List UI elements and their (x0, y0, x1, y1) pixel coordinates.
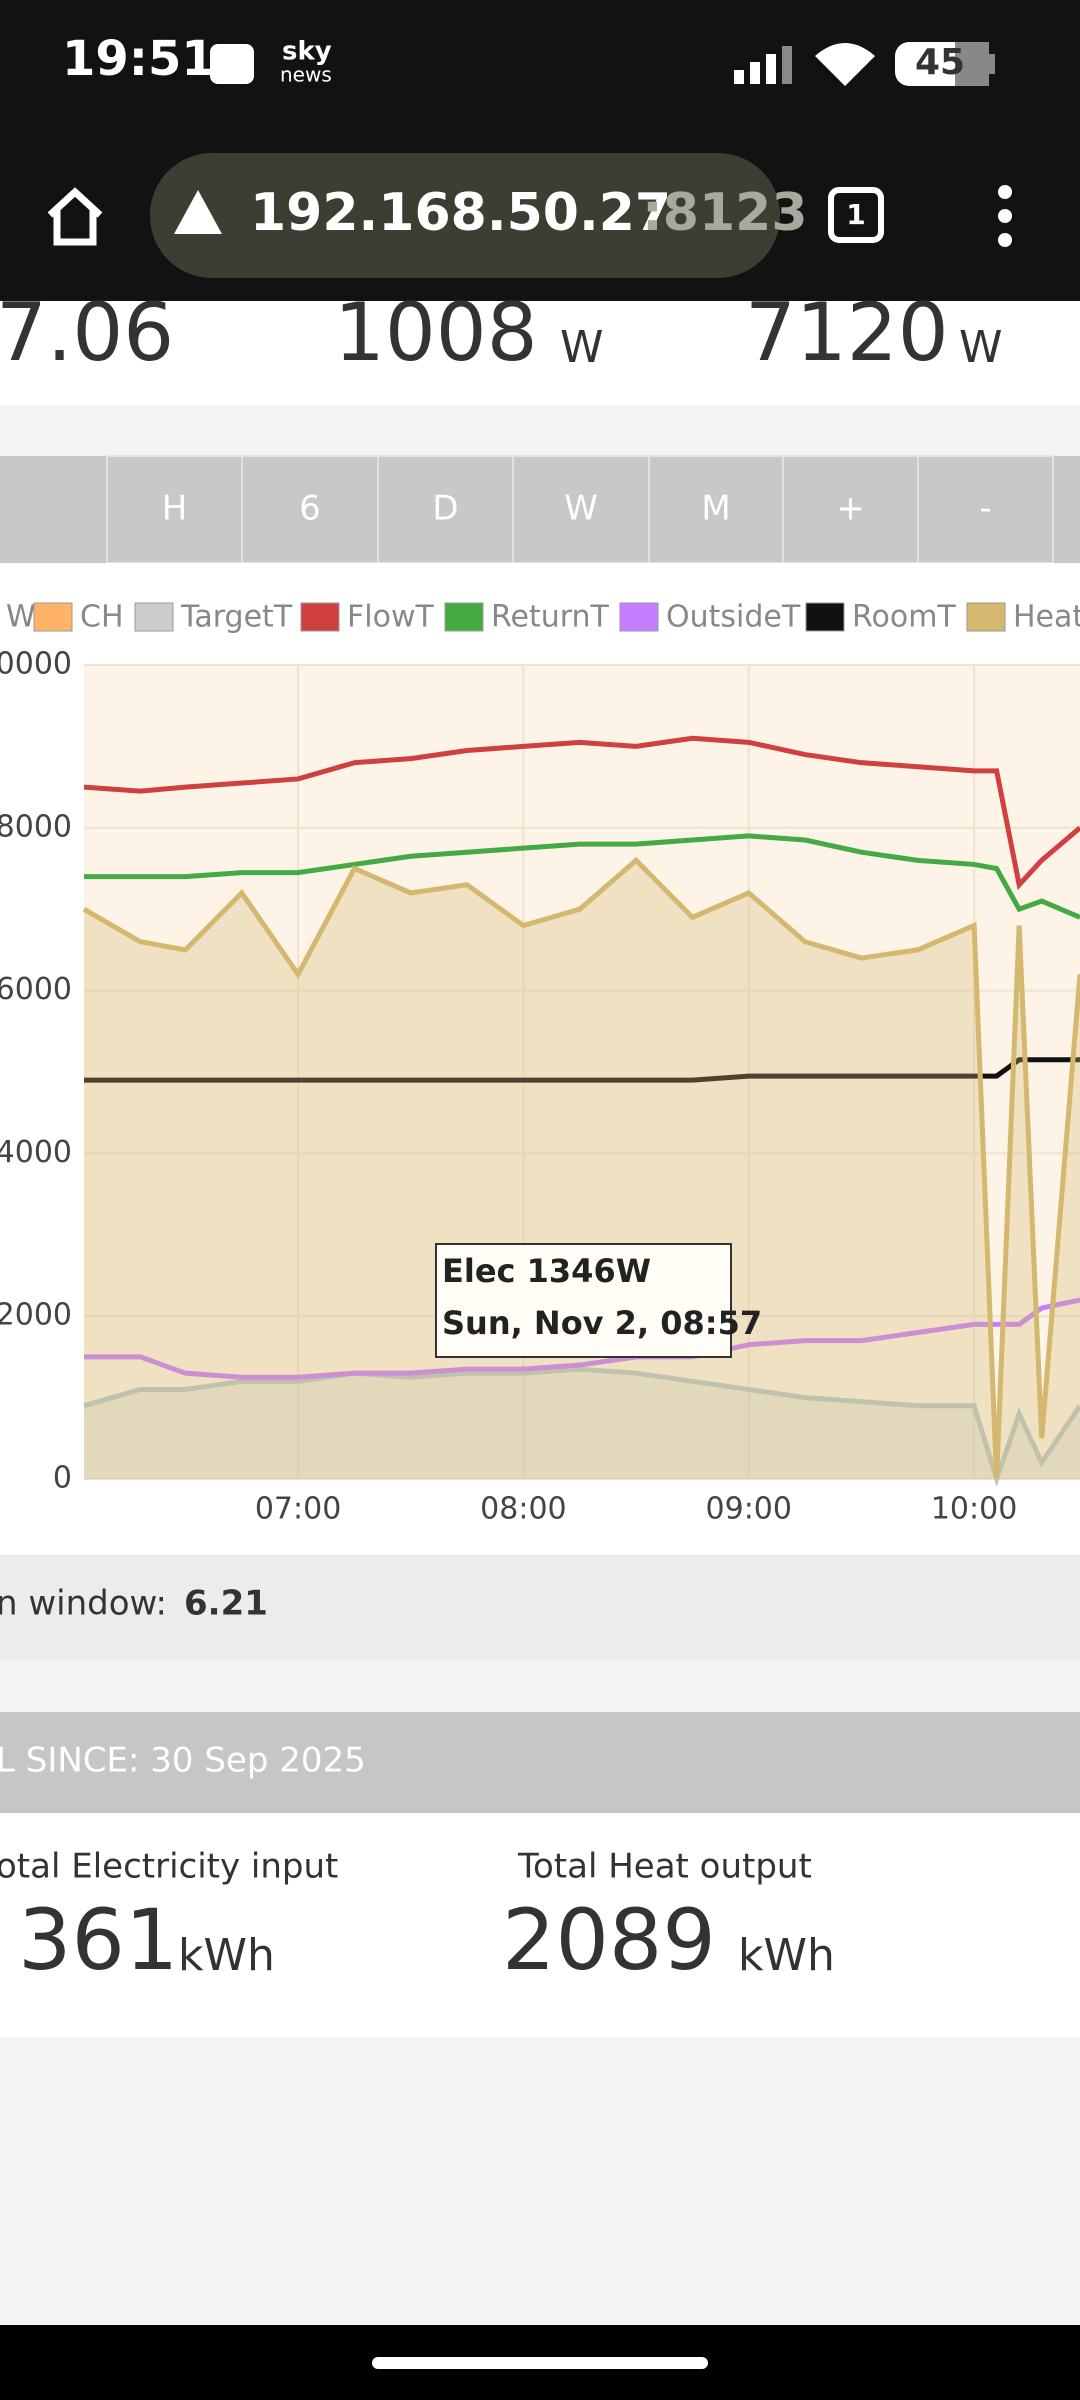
range-button-label: D (432, 489, 458, 529)
menu-button[interactable] (998, 185, 1012, 247)
series-line (84, 1057, 1080, 1083)
range-button[interactable] (512, 455, 650, 564)
tooltip-date: Sun, Nov 2, 08:57 (442, 1304, 762, 1342)
legend-label: OutsideT (666, 600, 801, 635)
x-tick-label: 09:00 (706, 1492, 792, 1527)
area-fill (84, 860, 1080, 1479)
range-button-label: 6 (299, 489, 321, 529)
battery-tip (989, 54, 995, 74)
total-unit: kWh (178, 1930, 275, 1981)
range-button[interactable] (782, 455, 919, 564)
url-host: 192.168.50.27 (250, 183, 671, 243)
app-sub: news (280, 63, 332, 87)
legend-label: Heat (1013, 600, 1080, 635)
warning-icon (174, 190, 222, 234)
app-icon (210, 44, 254, 84)
x-tick-label: 08:00 (480, 1492, 566, 1527)
y-tick-label: 10000 (0, 647, 72, 682)
tooltip-title: Elec 1346W (442, 1252, 651, 1290)
tooltip-box (435, 1243, 732, 1358)
range-button-label: - (979, 489, 991, 529)
legend-swatch (444, 602, 484, 632)
range-button-label: H (162, 489, 188, 529)
window-row (0, 1555, 1080, 1660)
y-tick-label: 2000 (0, 1298, 72, 1333)
url-bar[interactable] (150, 153, 780, 278)
battery-level: 45 (915, 42, 965, 83)
tab-count: 1 (846, 198, 865, 231)
series-line (83, 735, 1080, 891)
x-tick-label: 07:00 (255, 1492, 341, 1527)
legend-label: TargetT (180, 600, 293, 635)
stat-value: 7.06 (0, 286, 174, 379)
range-button[interactable] (106, 455, 243, 564)
legend-swatch (966, 602, 1006, 632)
stat-value: 7120 (745, 286, 949, 379)
url-port: :8123 (642, 183, 808, 243)
y-tick-label: 8000 (0, 809, 72, 844)
window-label: n window: (0, 1584, 167, 1624)
legend-label: RoomT (852, 600, 956, 635)
total-label: Total Heat output (517, 1847, 812, 1887)
stat-unit: W (560, 322, 604, 373)
signal-icon (734, 46, 792, 84)
clock: 19:51 (62, 31, 215, 87)
tabs-button[interactable] (828, 187, 884, 243)
legend-label: ReturnT (491, 600, 610, 635)
battery-empty (955, 42, 989, 86)
legend-swatch (619, 602, 659, 632)
legend-label: CH (80, 600, 124, 635)
window-value: 6.21 (184, 1584, 268, 1624)
series-line (83, 1366, 1080, 1488)
home-button[interactable] (47, 187, 103, 246)
series-line (84, 833, 1080, 920)
wifi-icon (815, 43, 875, 86)
total-unit: kWh (738, 1930, 835, 1981)
y-tick-label: 4000 (0, 1135, 72, 1170)
legend-label: FlowT (347, 600, 434, 635)
y-tick-label: 6000 (0, 972, 72, 1007)
total-label: otal Electricity input (0, 1847, 338, 1887)
legend-swatch (33, 602, 73, 632)
totals-panel (0, 1813, 1080, 2037)
range-button-label: M (701, 489, 730, 529)
range-button-label: + (836, 489, 865, 529)
totals-header-bg (0, 1712, 1080, 1813)
stat-unit: W (959, 322, 1003, 373)
app-name: sky (282, 37, 332, 67)
total-value: 2089 (502, 1891, 716, 1989)
area-fill (84, 1369, 1080, 1479)
legend-swatch (134, 602, 174, 632)
range-button[interactable] (917, 455, 1054, 564)
x-tick-label: 10:00 (931, 1492, 1017, 1527)
home-indicator[interactable] (372, 2357, 708, 2369)
totals-header: L SINCE: 30 Sep 2025 (0, 1741, 366, 1781)
stat-value: 1008 (334, 286, 538, 379)
y-tick-label: 0 (53, 1461, 72, 1496)
legend-swatch (805, 602, 845, 632)
series-line (82, 856, 1080, 1480)
total-value: 361 (18, 1891, 178, 1989)
legend-label: W (6, 600, 36, 635)
stats-row (0, 301, 1080, 405)
range-button-label: W (564, 489, 598, 529)
legend-swatch (300, 602, 340, 632)
